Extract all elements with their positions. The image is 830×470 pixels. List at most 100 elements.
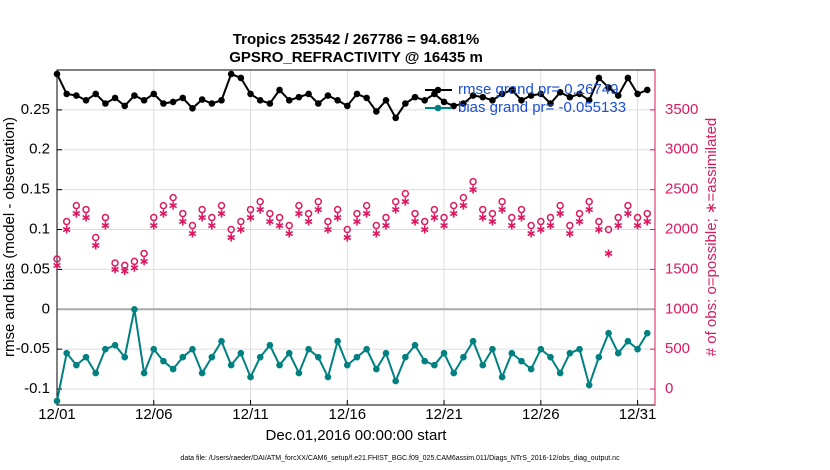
x-tick-label: 12/21 [425, 406, 463, 423]
x-tick-label: 12/16 [329, 406, 367, 423]
point [527, 221, 535, 230]
point [130, 263, 139, 272]
point [537, 217, 545, 226]
point [159, 201, 168, 210]
chart-title: Tropics 253542 / 267786 = 94.681% [233, 31, 479, 48]
point [266, 217, 274, 226]
legend-marker [434, 104, 442, 112]
point [624, 201, 632, 210]
point [198, 213, 207, 222]
point [488, 217, 497, 226]
point [111, 259, 119, 267]
x-tick-label: 12/11 [232, 406, 268, 423]
point [391, 197, 400, 206]
point [120, 267, 129, 275]
point [140, 257, 148, 266]
point [362, 201, 371, 210]
legend-marker [434, 86, 442, 94]
chart-subtitle: GPSRO_REFRACTIVITY @ 16435 m [229, 49, 483, 66]
point [53, 261, 61, 270]
point [82, 213, 90, 222]
point [449, 201, 458, 210]
point [343, 233, 352, 242]
point [401, 189, 410, 198]
point [159, 209, 168, 218]
point [217, 201, 226, 210]
y2-tick-label: 3000 [665, 141, 698, 158]
point [266, 209, 274, 218]
point [149, 221, 158, 230]
point [72, 209, 81, 218]
point [111, 265, 119, 274]
point [207, 221, 216, 230]
point [527, 229, 536, 238]
point [150, 213, 158, 222]
point [507, 221, 516, 230]
point [256, 205, 265, 214]
x-tick-label: 12/26 [522, 406, 560, 423]
point [227, 225, 235, 234]
y-tick-label: 0.05 [21, 260, 50, 277]
y2-tick-label: 2000 [665, 220, 698, 237]
point [314, 197, 323, 206]
point [178, 217, 187, 226]
point [575, 209, 584, 218]
point [643, 209, 652, 218]
point [604, 249, 613, 258]
point [285, 221, 293, 230]
point [440, 221, 448, 230]
point [217, 209, 226, 218]
point [595, 217, 603, 226]
point [430, 205, 439, 214]
point [227, 233, 236, 242]
y-tick-label: -0.1 [24, 380, 50, 397]
point [614, 213, 622, 222]
y-tick-label: -0.05 [16, 340, 50, 357]
point [324, 225, 332, 234]
point [420, 217, 429, 226]
y2-tick-label: 500 [665, 340, 690, 357]
y2-tick-label: 1000 [665, 300, 698, 317]
point [517, 205, 526, 214]
point [478, 213, 487, 222]
point [585, 205, 594, 214]
point [82, 205, 90, 214]
series-line [56, 72, 648, 120]
point [488, 209, 497, 218]
y-tick-label: 0.1 [29, 220, 50, 237]
point [391, 205, 400, 214]
point [314, 205, 323, 214]
point [382, 213, 390, 222]
point [362, 209, 371, 218]
footnote: data file: /Users/raeder/DAI/ATM_forcXX/… [180, 455, 620, 462]
point [536, 225, 545, 234]
point [411, 209, 419, 218]
point [246, 205, 255, 214]
point [343, 225, 352, 234]
point [595, 225, 603, 234]
point [556, 209, 565, 218]
point [130, 257, 139, 266]
point [449, 209, 458, 218]
point [459, 193, 468, 202]
point [440, 213, 448, 222]
point [469, 185, 477, 194]
y2-tick-label: 0 [665, 380, 673, 397]
point [633, 221, 642, 230]
point [498, 205, 506, 214]
point [633, 213, 642, 222]
point [566, 221, 574, 230]
legend-label: rmse grand pr= 0.26749 [458, 81, 619, 98]
point [91, 233, 100, 242]
y-tick-label: 0 [42, 300, 50, 317]
point [624, 209, 632, 218]
point [188, 221, 197, 230]
point [333, 213, 342, 222]
point [469, 177, 477, 186]
point [285, 229, 294, 238]
point [459, 201, 468, 210]
point [420, 225, 429, 234]
point [333, 205, 342, 214]
point [517, 213, 526, 222]
point [430, 213, 439, 222]
